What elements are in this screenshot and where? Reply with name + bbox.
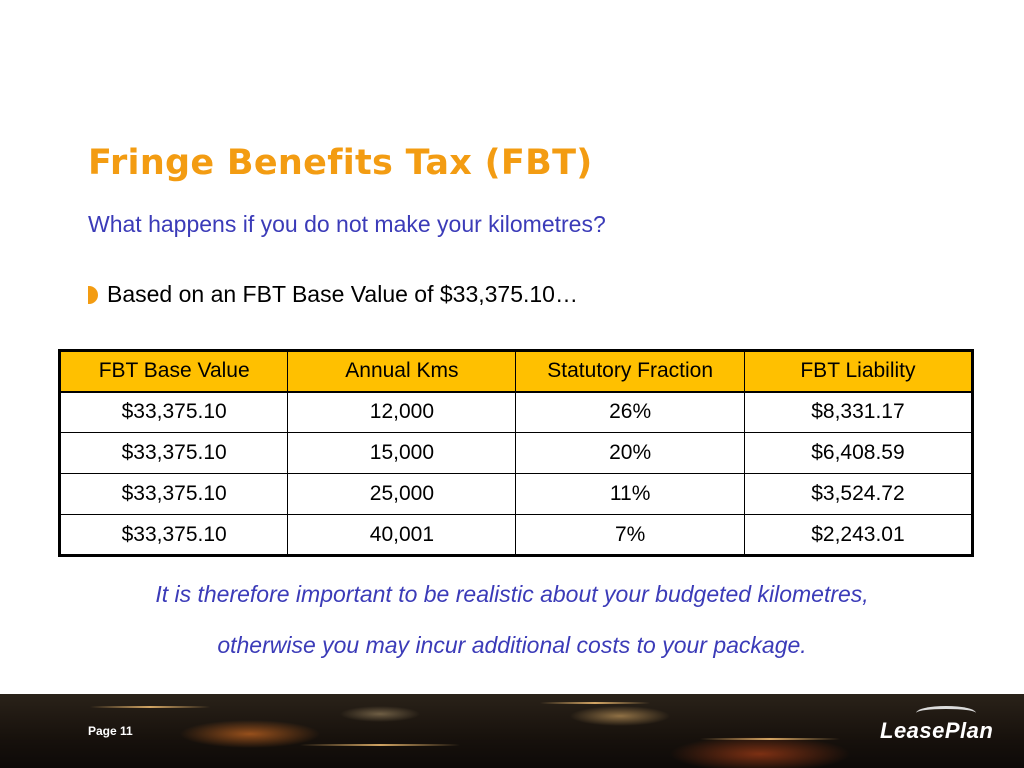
header-annual-kms: Annual Kms bbox=[287, 350, 517, 393]
light-streak bbox=[90, 706, 210, 708]
cell-annual-kms: 40,001 bbox=[287, 514, 517, 556]
page-number: Page 11 bbox=[88, 724, 133, 738]
bullet-icon bbox=[88, 285, 98, 304]
header-fbt-liability: FBT Liability bbox=[743, 350, 974, 393]
cell-fbt-liability: $3,524.72 bbox=[743, 473, 974, 515]
light-streak bbox=[300, 744, 460, 746]
table-row: $33,375.10 15,000 20% $6,408.59 bbox=[58, 432, 974, 474]
cell-annual-kms: 12,000 bbox=[287, 391, 517, 433]
cell-statutory-fraction: 26% bbox=[515, 391, 745, 433]
cell-fbt-liability: $6,408.59 bbox=[743, 432, 974, 474]
table-row: $33,375.10 40,001 7% $2,243.01 bbox=[58, 514, 974, 556]
bullet-text: Based on an FBT Base Value of $33,375.10… bbox=[107, 281, 578, 307]
table-row: $33,375.10 12,000 26% $8,331.17 bbox=[58, 391, 974, 433]
light-streak bbox=[700, 738, 840, 740]
leaseplan-logo: LeasePlan bbox=[880, 718, 994, 743]
slide-subtitle: What happens if you do not make your kil… bbox=[88, 211, 606, 237]
cell-fbt-liability: $8,331.17 bbox=[743, 391, 974, 433]
table-row: $33,375.10 25,000 11% $3,524.72 bbox=[58, 473, 974, 515]
cell-annual-kms: 25,000 bbox=[287, 473, 517, 515]
note-line-1: It is therefore important to be realisti… bbox=[155, 581, 869, 607]
footer-banner: Page 11 LeasePlan bbox=[0, 694, 1024, 768]
cell-statutory-fraction: 7% bbox=[515, 514, 745, 556]
cell-fbt-liability: $2,243.01 bbox=[743, 514, 974, 556]
logo-swoosh-icon bbox=[916, 706, 976, 720]
cell-base-value: $33,375.10 bbox=[58, 391, 289, 433]
header-statutory-fraction: Statutory Fraction bbox=[515, 350, 745, 393]
light-streak bbox=[540, 702, 650, 704]
bullet-item: Based on an FBT Base Value of $33,375.10… bbox=[88, 281, 578, 308]
cell-statutory-fraction: 11% bbox=[515, 473, 745, 515]
cell-base-value: $33,375.10 bbox=[58, 473, 289, 515]
fbt-table: FBT Base Value Annual Kms Statutory Frac… bbox=[58, 349, 974, 557]
table-header-row: FBT Base Value Annual Kms Statutory Frac… bbox=[58, 350, 974, 393]
note-line-2: otherwise you may incur additional costs… bbox=[217, 632, 807, 658]
cell-annual-kms: 15,000 bbox=[287, 432, 517, 474]
cell-base-value: $33,375.10 bbox=[58, 432, 289, 474]
slide-title: Fringe Benefits Tax (FBT) bbox=[88, 143, 593, 183]
cell-statutory-fraction: 20% bbox=[515, 432, 745, 474]
cell-base-value: $33,375.10 bbox=[58, 514, 289, 556]
header-base-value: FBT Base Value bbox=[58, 350, 289, 393]
